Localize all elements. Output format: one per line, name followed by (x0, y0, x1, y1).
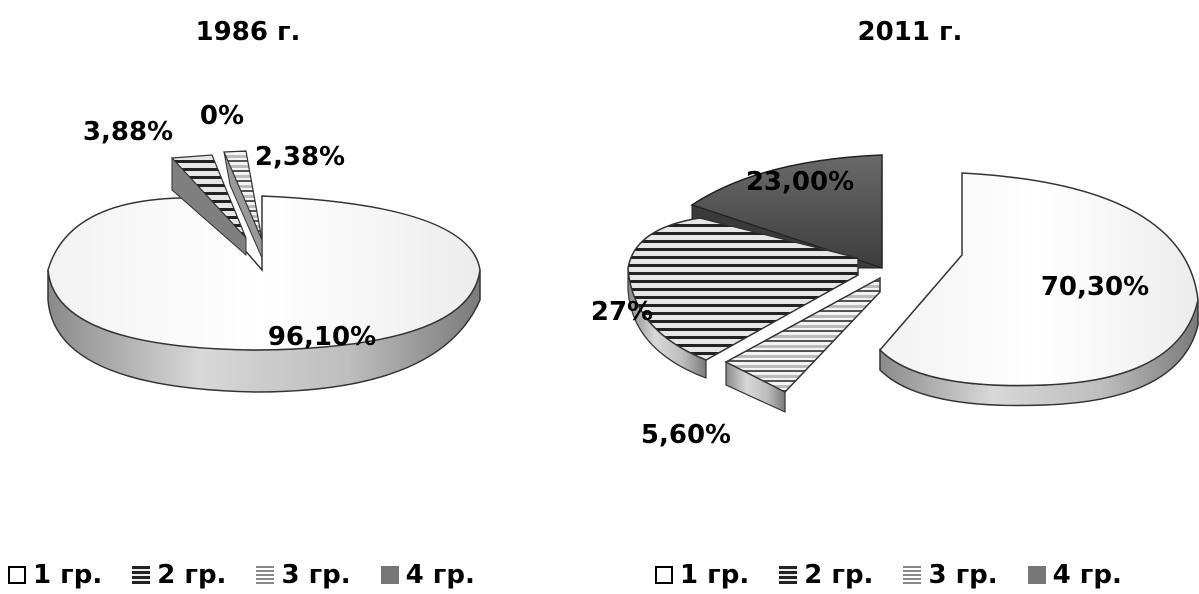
pie-slice-1-gr (47, 195, 481, 351)
legend-label: 2 гр. (804, 560, 874, 590)
legend-swatch-icon (1027, 566, 1046, 584)
data-label: 23,00% (746, 167, 854, 197)
data-label: 2,38% (255, 142, 345, 172)
pie-slice-1-gr (878, 172, 1199, 387)
legend-item: 1 гр. (655, 560, 749, 590)
pie-slice-2-gr-side (171, 156, 247, 257)
legend-label: 1 гр. (680, 560, 750, 590)
legend-label: 3 гр. (928, 560, 998, 590)
legend-label: 3 гр. (281, 560, 351, 590)
legend-item: 4 гр. (1027, 560, 1122, 590)
chart-title: 1986 г. (196, 17, 301, 47)
legend-label: 4 гр. (1052, 560, 1122, 590)
legend-label: 2 гр. (157, 560, 227, 590)
legend-1986: 1 гр. 2 гр. 3 гр. 4 гр. (8, 560, 505, 590)
data-label: 96,10% (268, 322, 376, 352)
legend-label: 1 гр. (33, 560, 103, 590)
data-label: 5,60% (641, 420, 731, 450)
legend-swatch-icon (8, 566, 26, 584)
legend-2011: 1 гр. 2 гр. 3 гр. 4 гр. (655, 560, 1152, 590)
legend-item: 3 гр. (256, 560, 351, 590)
legend-label: 4 гр. (405, 560, 475, 590)
pie-slice-3-gr (627, 217, 859, 361)
data-label: 27% (591, 297, 653, 327)
legend-swatch-icon (655, 566, 673, 584)
pie-slice-2-gr (724, 276, 881, 393)
chart-1986: 1986 г. 96,10% 3,88% 0% 2,38% (47, 17, 481, 393)
data-label: 3,88% (83, 117, 173, 147)
chart-title: 2011 г. (858, 17, 963, 47)
legend-item: 1 гр. (8, 560, 102, 590)
data-label: 70,30% (1041, 272, 1149, 302)
pie-slice-4-gr (690, 154, 883, 270)
legend-swatch-icon (132, 566, 151, 584)
legend-item: 2 гр. (132, 560, 226, 590)
legend-swatch-icon (903, 566, 922, 584)
legend-swatch-icon (380, 566, 399, 584)
pie-slice-4-gr-side (223, 151, 263, 259)
legend-item: 2 гр. (779, 560, 873, 590)
chart-2011: 2011 г. 70,30% 5,60% 27% 23,00% (591, 17, 1199, 450)
legend-swatch-icon (256, 566, 275, 584)
legend-swatch-icon (779, 566, 798, 584)
legend-item: 3 гр. (903, 560, 998, 590)
legend-item: 4 гр. (380, 560, 475, 590)
data-label: 0% (200, 101, 244, 131)
